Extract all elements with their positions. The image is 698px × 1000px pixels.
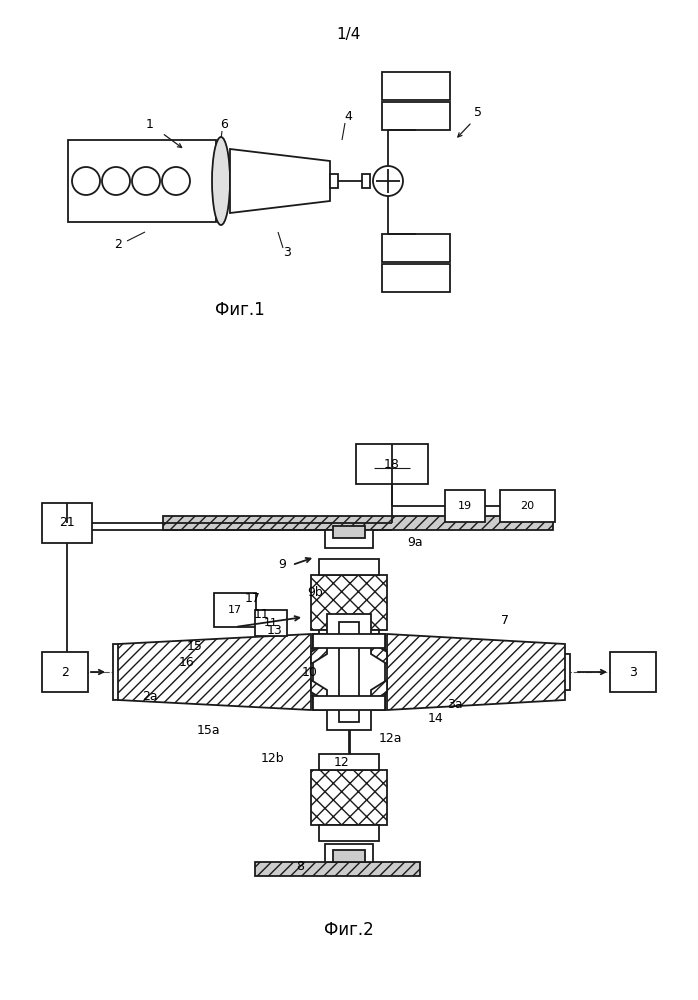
Bar — [319, 754, 379, 770]
Text: 16: 16 — [179, 656, 195, 668]
Text: 21: 21 — [59, 516, 75, 530]
Bar — [356, 444, 428, 484]
Ellipse shape — [212, 137, 230, 225]
Text: Фиг.1: Фиг.1 — [215, 301, 265, 319]
Bar — [68, 140, 216, 222]
Text: 6: 6 — [220, 118, 228, 131]
Text: 9a: 9a — [407, 536, 423, 550]
Bar — [311, 575, 387, 630]
Text: 2: 2 — [114, 238, 122, 251]
Text: 9: 9 — [278, 558, 286, 572]
Text: 12: 12 — [334, 756, 350, 768]
Text: 4: 4 — [344, 110, 352, 123]
Text: 2a: 2a — [142, 690, 158, 704]
Bar — [333, 526, 365, 538]
Circle shape — [132, 167, 160, 195]
Bar — [319, 559, 379, 575]
Circle shape — [72, 167, 100, 195]
Bar — [382, 102, 450, 130]
Bar — [325, 530, 373, 548]
Text: 2: 2 — [61, 666, 69, 678]
Bar — [610, 652, 656, 692]
Bar — [362, 174, 370, 188]
Bar — [319, 630, 379, 646]
Bar — [330, 174, 338, 188]
Bar — [319, 825, 379, 841]
Bar — [163, 516, 553, 530]
Bar — [382, 72, 450, 100]
Bar — [42, 652, 88, 692]
Circle shape — [102, 167, 130, 195]
Bar — [382, 264, 450, 292]
Text: 12a: 12a — [378, 732, 402, 744]
Text: 18: 18 — [384, 458, 400, 471]
Bar — [327, 702, 371, 730]
Bar — [313, 634, 385, 710]
Text: 11: 11 — [254, 607, 270, 620]
Circle shape — [162, 167, 190, 195]
Bar — [42, 503, 92, 543]
Text: 12b: 12b — [260, 752, 284, 764]
Text: 19: 19 — [458, 501, 472, 511]
Polygon shape — [230, 149, 330, 213]
Text: 1: 1 — [146, 118, 154, 131]
Text: 8: 8 — [296, 860, 304, 874]
Polygon shape — [118, 634, 311, 710]
Text: 1/4: 1/4 — [337, 27, 361, 42]
Bar — [214, 593, 256, 627]
Text: 9b: 9b — [307, 585, 323, 598]
Text: 10: 10 — [302, 666, 318, 680]
Bar — [382, 234, 450, 262]
Text: 14: 14 — [428, 712, 444, 724]
Polygon shape — [371, 642, 387, 664]
Text: 5: 5 — [474, 106, 482, 119]
Bar — [339, 622, 359, 722]
Polygon shape — [311, 642, 327, 664]
Text: 3: 3 — [629, 666, 637, 678]
Circle shape — [373, 166, 403, 196]
Polygon shape — [113, 644, 570, 700]
Polygon shape — [371, 680, 387, 702]
Text: 17: 17 — [245, 591, 261, 604]
Bar — [313, 634, 385, 648]
Bar — [255, 862, 420, 876]
Text: 20: 20 — [520, 501, 534, 511]
Text: 15a: 15a — [196, 724, 220, 736]
Text: 3: 3 — [283, 246, 291, 259]
Text: 3a: 3a — [447, 698, 463, 712]
Bar — [445, 490, 485, 522]
Bar — [327, 614, 371, 642]
Bar — [500, 490, 555, 522]
Bar — [325, 844, 373, 862]
Text: 13: 13 — [267, 624, 283, 637]
Text: Фиг.2: Фиг.2 — [324, 921, 374, 939]
Text: 7: 7 — [501, 613, 509, 626]
Text: 11: 11 — [264, 618, 278, 628]
Bar — [313, 696, 385, 710]
Text: 15: 15 — [187, 641, 203, 654]
Polygon shape — [387, 634, 565, 710]
Polygon shape — [311, 680, 327, 702]
Bar — [333, 850, 365, 862]
Bar — [255, 610, 287, 636]
Text: 17: 17 — [228, 605, 242, 615]
Bar — [311, 770, 387, 825]
